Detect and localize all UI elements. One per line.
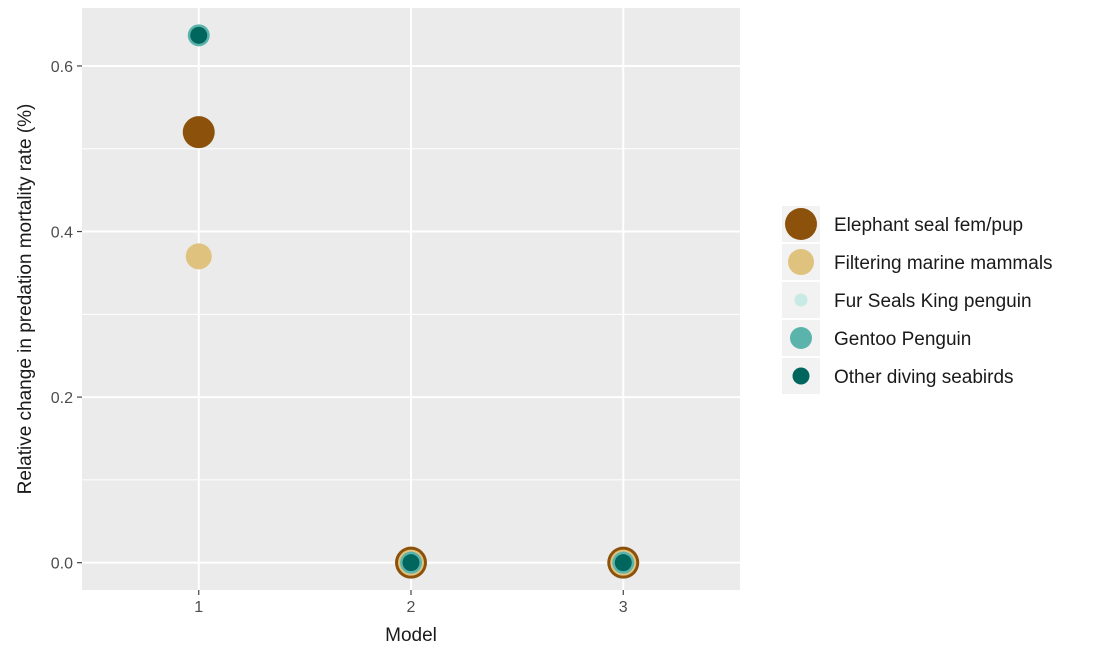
legend-swatch (788, 249, 814, 275)
legend: Elephant seal fem/pup Filtering marine ma… (782, 206, 1053, 394)
legend-swatch (790, 327, 812, 349)
y-tick-label: 0.2 (51, 390, 73, 407)
y-tick-label: 0.6 (51, 59, 73, 76)
legend-swatch (792, 367, 810, 385)
legend-label: Other diving seabirds (834, 367, 1014, 388)
x-axis-title: Model (385, 625, 437, 646)
axes: 0.0 0.2 0.4 0.6 1 2 3 (51, 59, 628, 616)
data-point-other-diving-seabirds (614, 554, 632, 572)
legend-label: Filtering marine mammals (834, 253, 1053, 274)
y-axis-title: Relative change in predation mortality r… (15, 104, 36, 495)
data-point-other-diving-seabirds (402, 554, 420, 572)
x-tick-label: 1 (194, 599, 203, 616)
data-points (182, 24, 640, 579)
y-tick-label: 0.0 (51, 556, 73, 573)
x-tick-label: 2 (407, 599, 416, 616)
data-point-filtering-marine-mammals (185, 243, 212, 270)
x-tick-label: 3 (619, 599, 628, 616)
data-point-elephant-seal-fem-pup (182, 116, 215, 149)
grid-lines (82, 8, 740, 590)
legend-swatch (794, 293, 808, 307)
legend-label: Elephant seal fem/pup (834, 215, 1023, 236)
legend-label: Fur Seals King penguin (834, 291, 1032, 312)
y-tick-label: 0.4 (51, 225, 73, 242)
legend-label: Gentoo Penguin (834, 329, 971, 350)
legend-swatch (785, 208, 817, 240)
data-point-other-diving-seabirds (190, 26, 208, 44)
